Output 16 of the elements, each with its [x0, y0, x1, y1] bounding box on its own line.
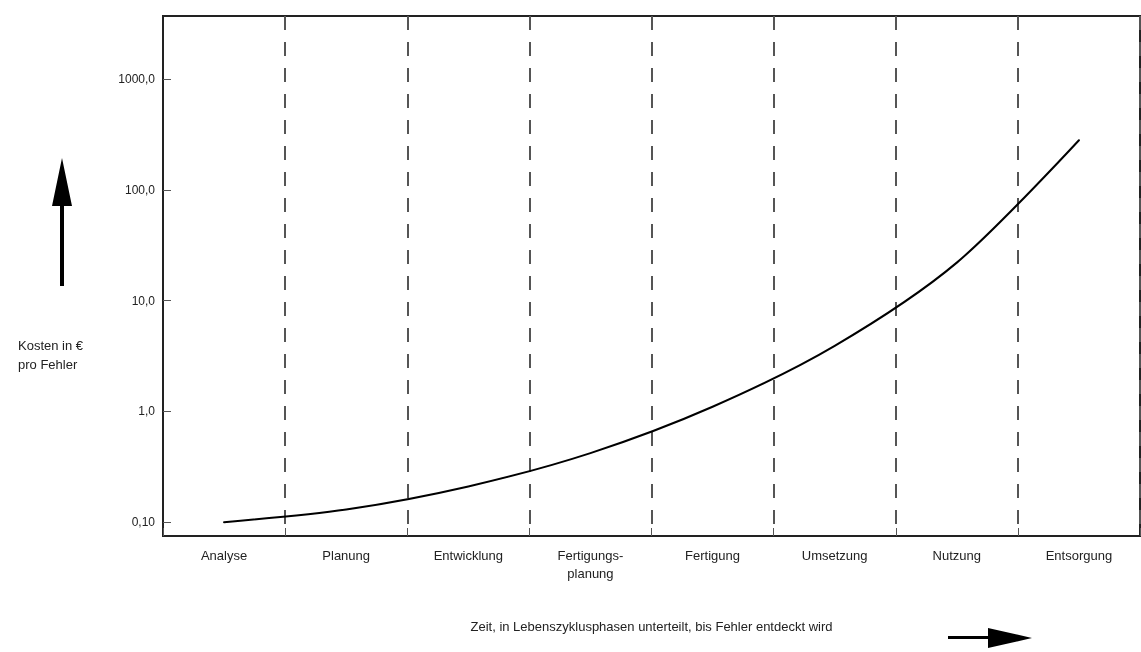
x-tick-label: Planung [322, 547, 371, 563]
line-series [223, 139, 1080, 524]
y-tick-label: 1000,0 [118, 71, 156, 86]
y-tick-label: 10,0 [131, 293, 156, 308]
x-tick-label: Entwicklung [433, 547, 503, 563]
x-tick-label: Analyse [200, 547, 248, 563]
y-axis-title: Kosten in € pro Fehler [18, 338, 87, 372]
x-axis-title: Zeit, in Lebenszyklusphasen unterteilt, bis Fehler entdeckt wird [470, 619, 833, 634]
x-tick-label: Umsetzung [801, 547, 868, 563]
y-tick-label: 0,10 [131, 515, 156, 530]
y-tick-label: 1,0 [138, 404, 156, 419]
x-tick-label: Fertigungs-planung [557, 547, 624, 581]
x-tick-label: Entsorgung [1045, 547, 1113, 563]
y-tick-label: 100,0 [124, 182, 156, 197]
x-tick-label: Fertigung [685, 547, 741, 563]
x-tick-label: Nutzung [932, 547, 982, 563]
